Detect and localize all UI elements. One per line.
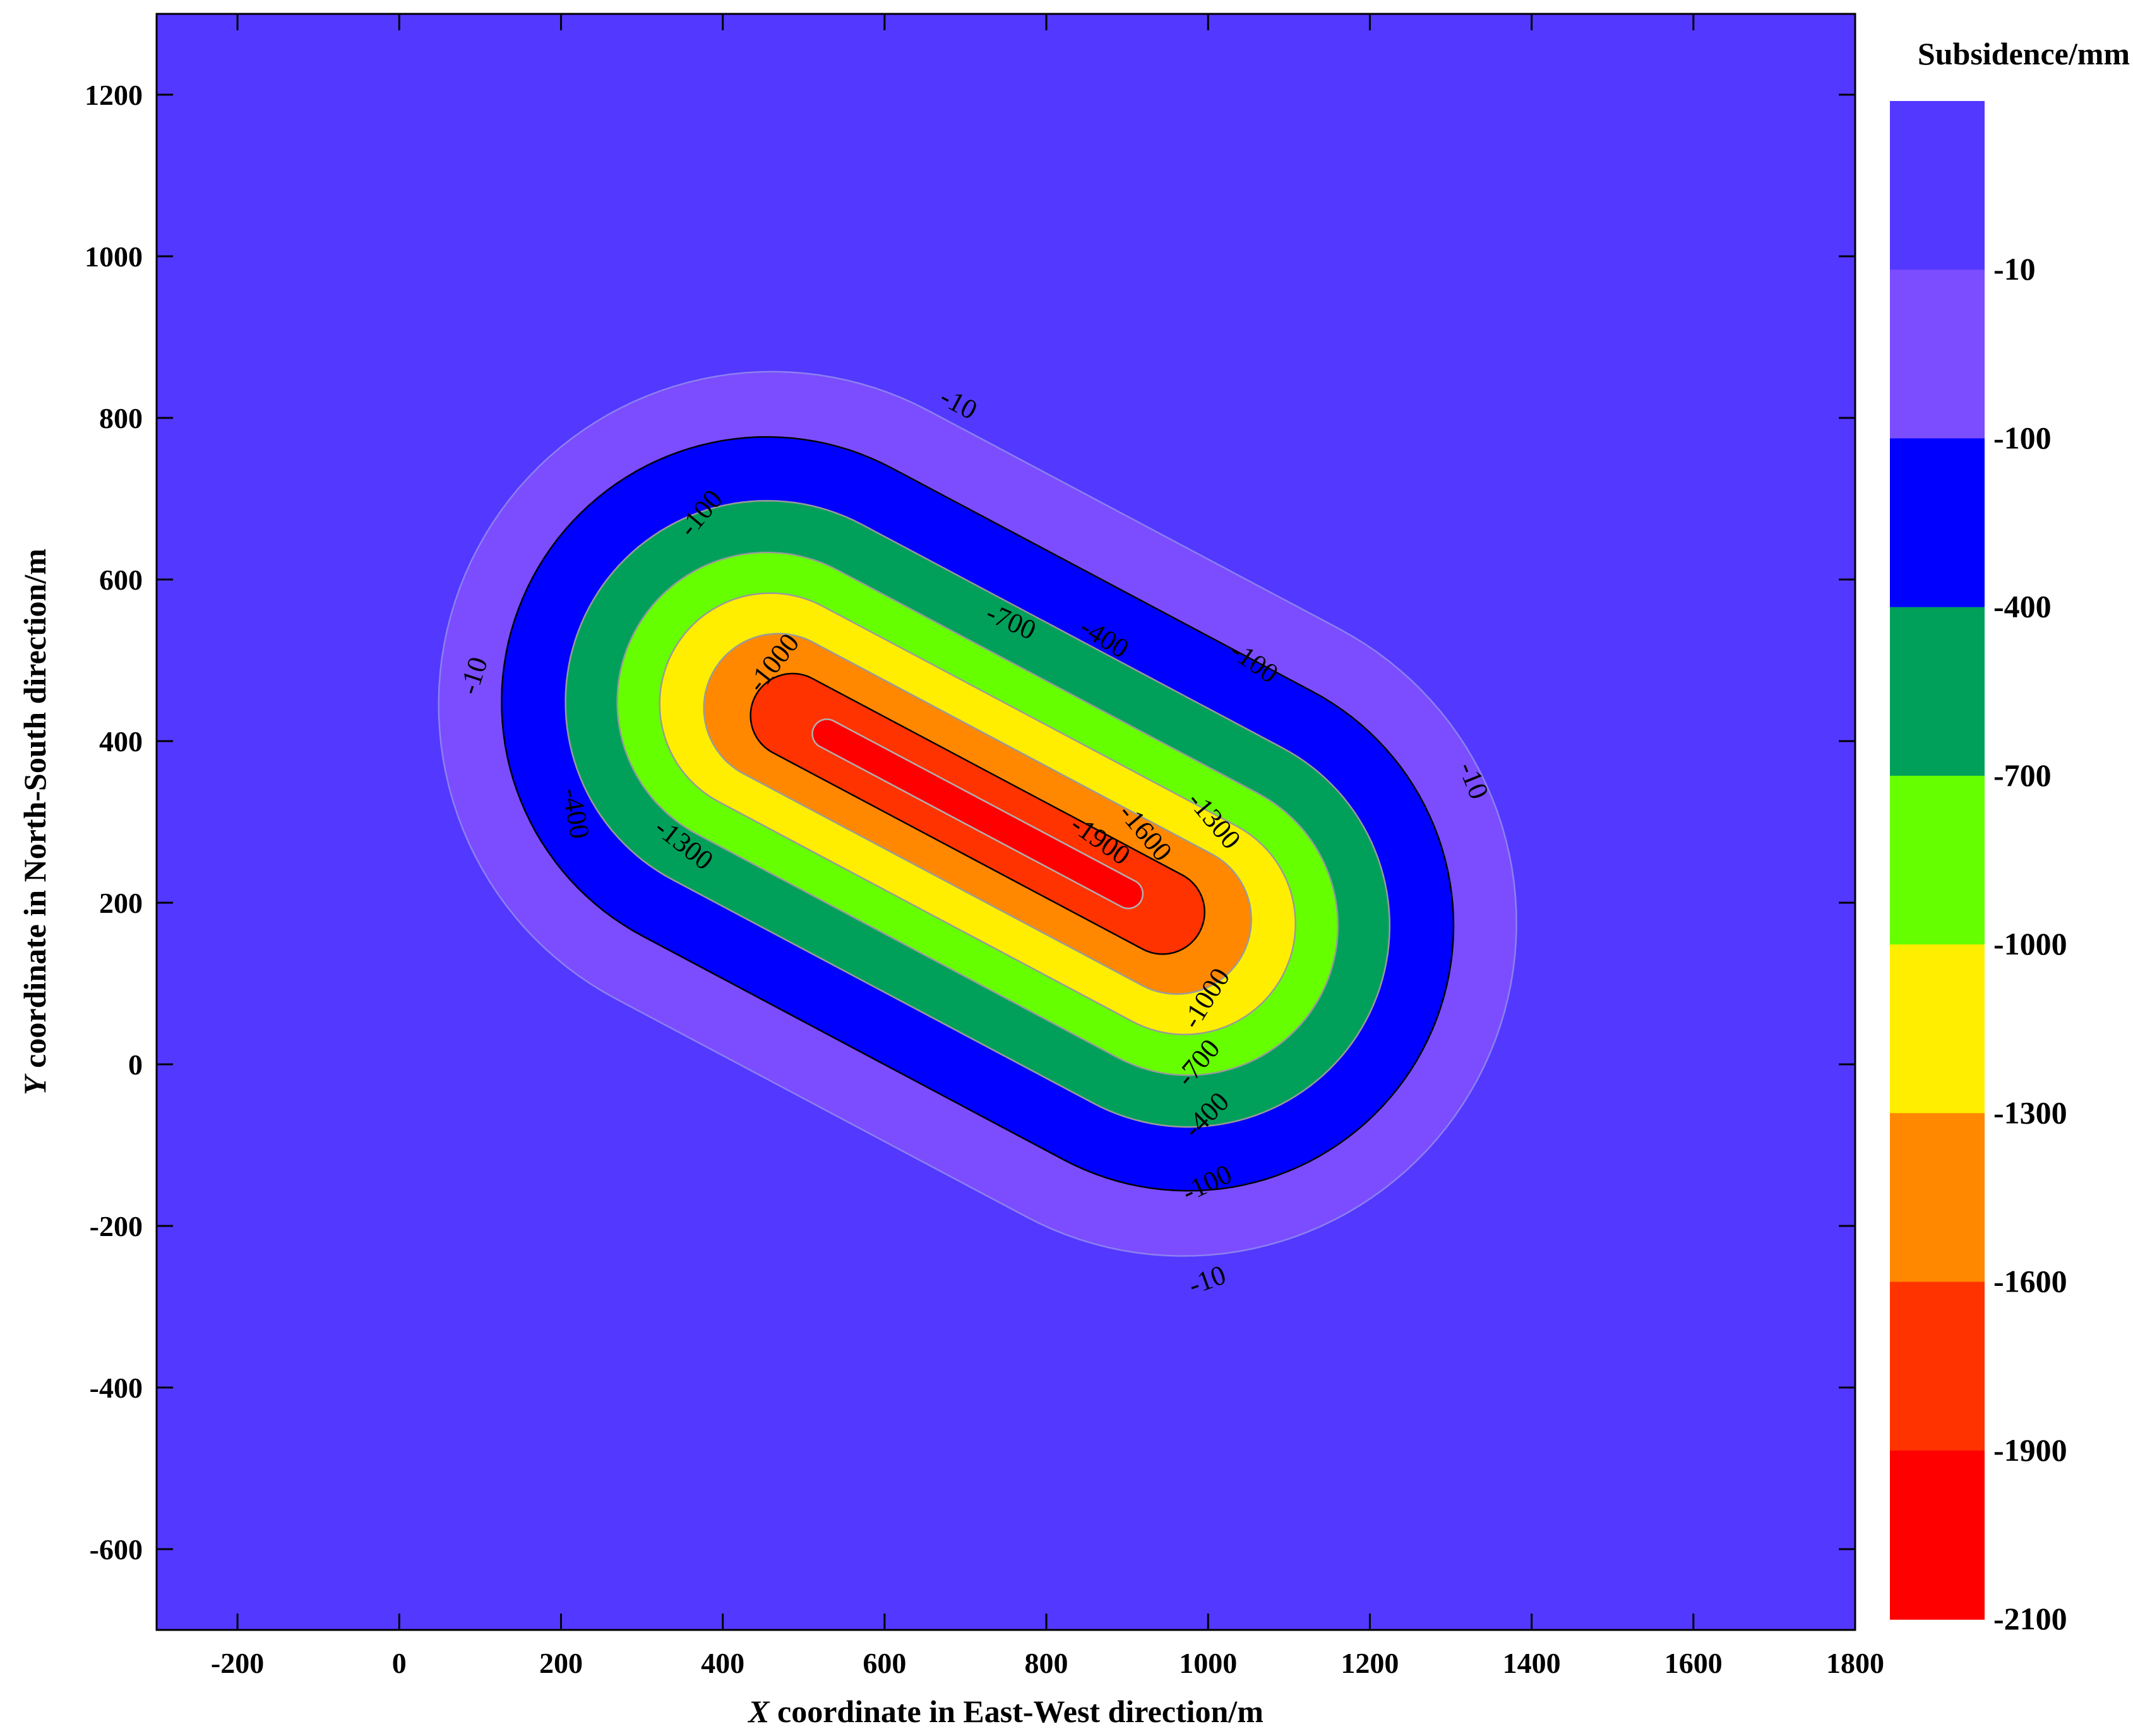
legend-label: -700: [1993, 758, 2052, 793]
legend-label: -1300: [1993, 1095, 2067, 1130]
contour-line-400: [565, 499, 1391, 1128]
y-tick-label: -200: [90, 1210, 143, 1242]
plot-frame: [155, 13, 1856, 1631]
x-axis-ticks: -200 0 200 400 600 800 1000 1200 1400 1600 1800: [211, 14, 1884, 1679]
x-tick-label: -200: [211, 1647, 264, 1679]
legend-label: -1600: [1993, 1264, 2067, 1299]
contour-line-700: [616, 551, 1339, 1076]
legend-label: -1000: [1993, 926, 2067, 961]
y-tick-label: 0: [128, 1049, 143, 1081]
x-tick-label: 1400: [1503, 1647, 1561, 1679]
legend-label: -1900: [1993, 1432, 2067, 1468]
x-axis-title-var: X: [747, 1694, 770, 1729]
legend-swatch: [1890, 438, 1985, 608]
legend-label: -2100: [1993, 1601, 2067, 1636]
legend-labels: -10 -100 -400 -700 -1000 -1300 -1600 -1900 -2100: [1993, 251, 2067, 1636]
contour-band-1900: [812, 719, 1143, 908]
contour-line-10: [438, 371, 1517, 1257]
legend-swatch: [1890, 1281, 1985, 1451]
y-tick-label: 600: [99, 564, 143, 596]
contour-line-100: [501, 436, 1455, 1192]
y-tick-label: 800: [99, 402, 143, 434]
contour-line-1000: [659, 592, 1296, 1036]
contour-lines: [438, 371, 1517, 1257]
y-tick-label: 400: [99, 725, 143, 758]
y-tick-label: 1000: [85, 241, 143, 273]
legend-swatch: [1890, 944, 1985, 1114]
legend-swatch: [1890, 1113, 1985, 1283]
y-axis-ticks: -600 -400 -200 0 200 400 600 800 1000 1200: [85, 79, 1855, 1566]
y-tick-label: -600: [90, 1533, 143, 1566]
legend-swatch: [1890, 101, 1985, 271]
legend-swatch: [1890, 775, 1985, 945]
legend-swatch: [1890, 607, 1985, 776]
y-tick-label: -400: [90, 1372, 143, 1404]
legend-label: -100: [1993, 420, 2052, 455]
y-tick-label: 1200: [85, 79, 143, 111]
y-axis-title-var: Y: [17, 1073, 52, 1095]
legend-swatch: [1890, 1450, 1985, 1620]
y-axis-title-text: coordinate in North-South direction/m: [17, 549, 52, 1076]
y-tick-label: 200: [99, 887, 143, 919]
x-axis-title: X coordinate in East-West direction/m: [747, 1694, 1264, 1729]
contour-line-1300: [703, 633, 1252, 995]
x-tick-label: 0: [392, 1647, 407, 1679]
x-tick-label: 600: [863, 1647, 906, 1679]
legend-color-bar: [1890, 101, 1985, 1620]
y-axis-title: Y coordinate in North-South direction/m: [17, 549, 52, 1095]
legend-title: Subsidence/mm: [1918, 36, 2130, 71]
axes: [155, 13, 1856, 1631]
x-tick-label: 400: [701, 1647, 744, 1679]
x-tick-label: 1000: [1179, 1647, 1237, 1679]
x-tick-label: 1800: [1826, 1647, 1884, 1679]
x-tick-label: 200: [539, 1647, 583, 1679]
x-tick-label: 1600: [1664, 1647, 1723, 1679]
legend-swatch: [1890, 270, 1985, 439]
legend-label: -10: [1993, 251, 2036, 287]
x-tick-label: 1200: [1341, 1647, 1399, 1679]
legend-label: -400: [1993, 589, 2052, 624]
plot-area: [157, 14, 1855, 1630]
contour-line-1900: [811, 718, 1144, 910]
x-axis-title-text: coordinate in East-West direction/m: [770, 1694, 1264, 1729]
x-tick-label: 800: [1025, 1647, 1068, 1679]
contour-line-1600: [750, 672, 1205, 955]
legend: Subsidence/mm -10-100-400-700-1000-1300-…: [1890, 36, 2130, 1636]
